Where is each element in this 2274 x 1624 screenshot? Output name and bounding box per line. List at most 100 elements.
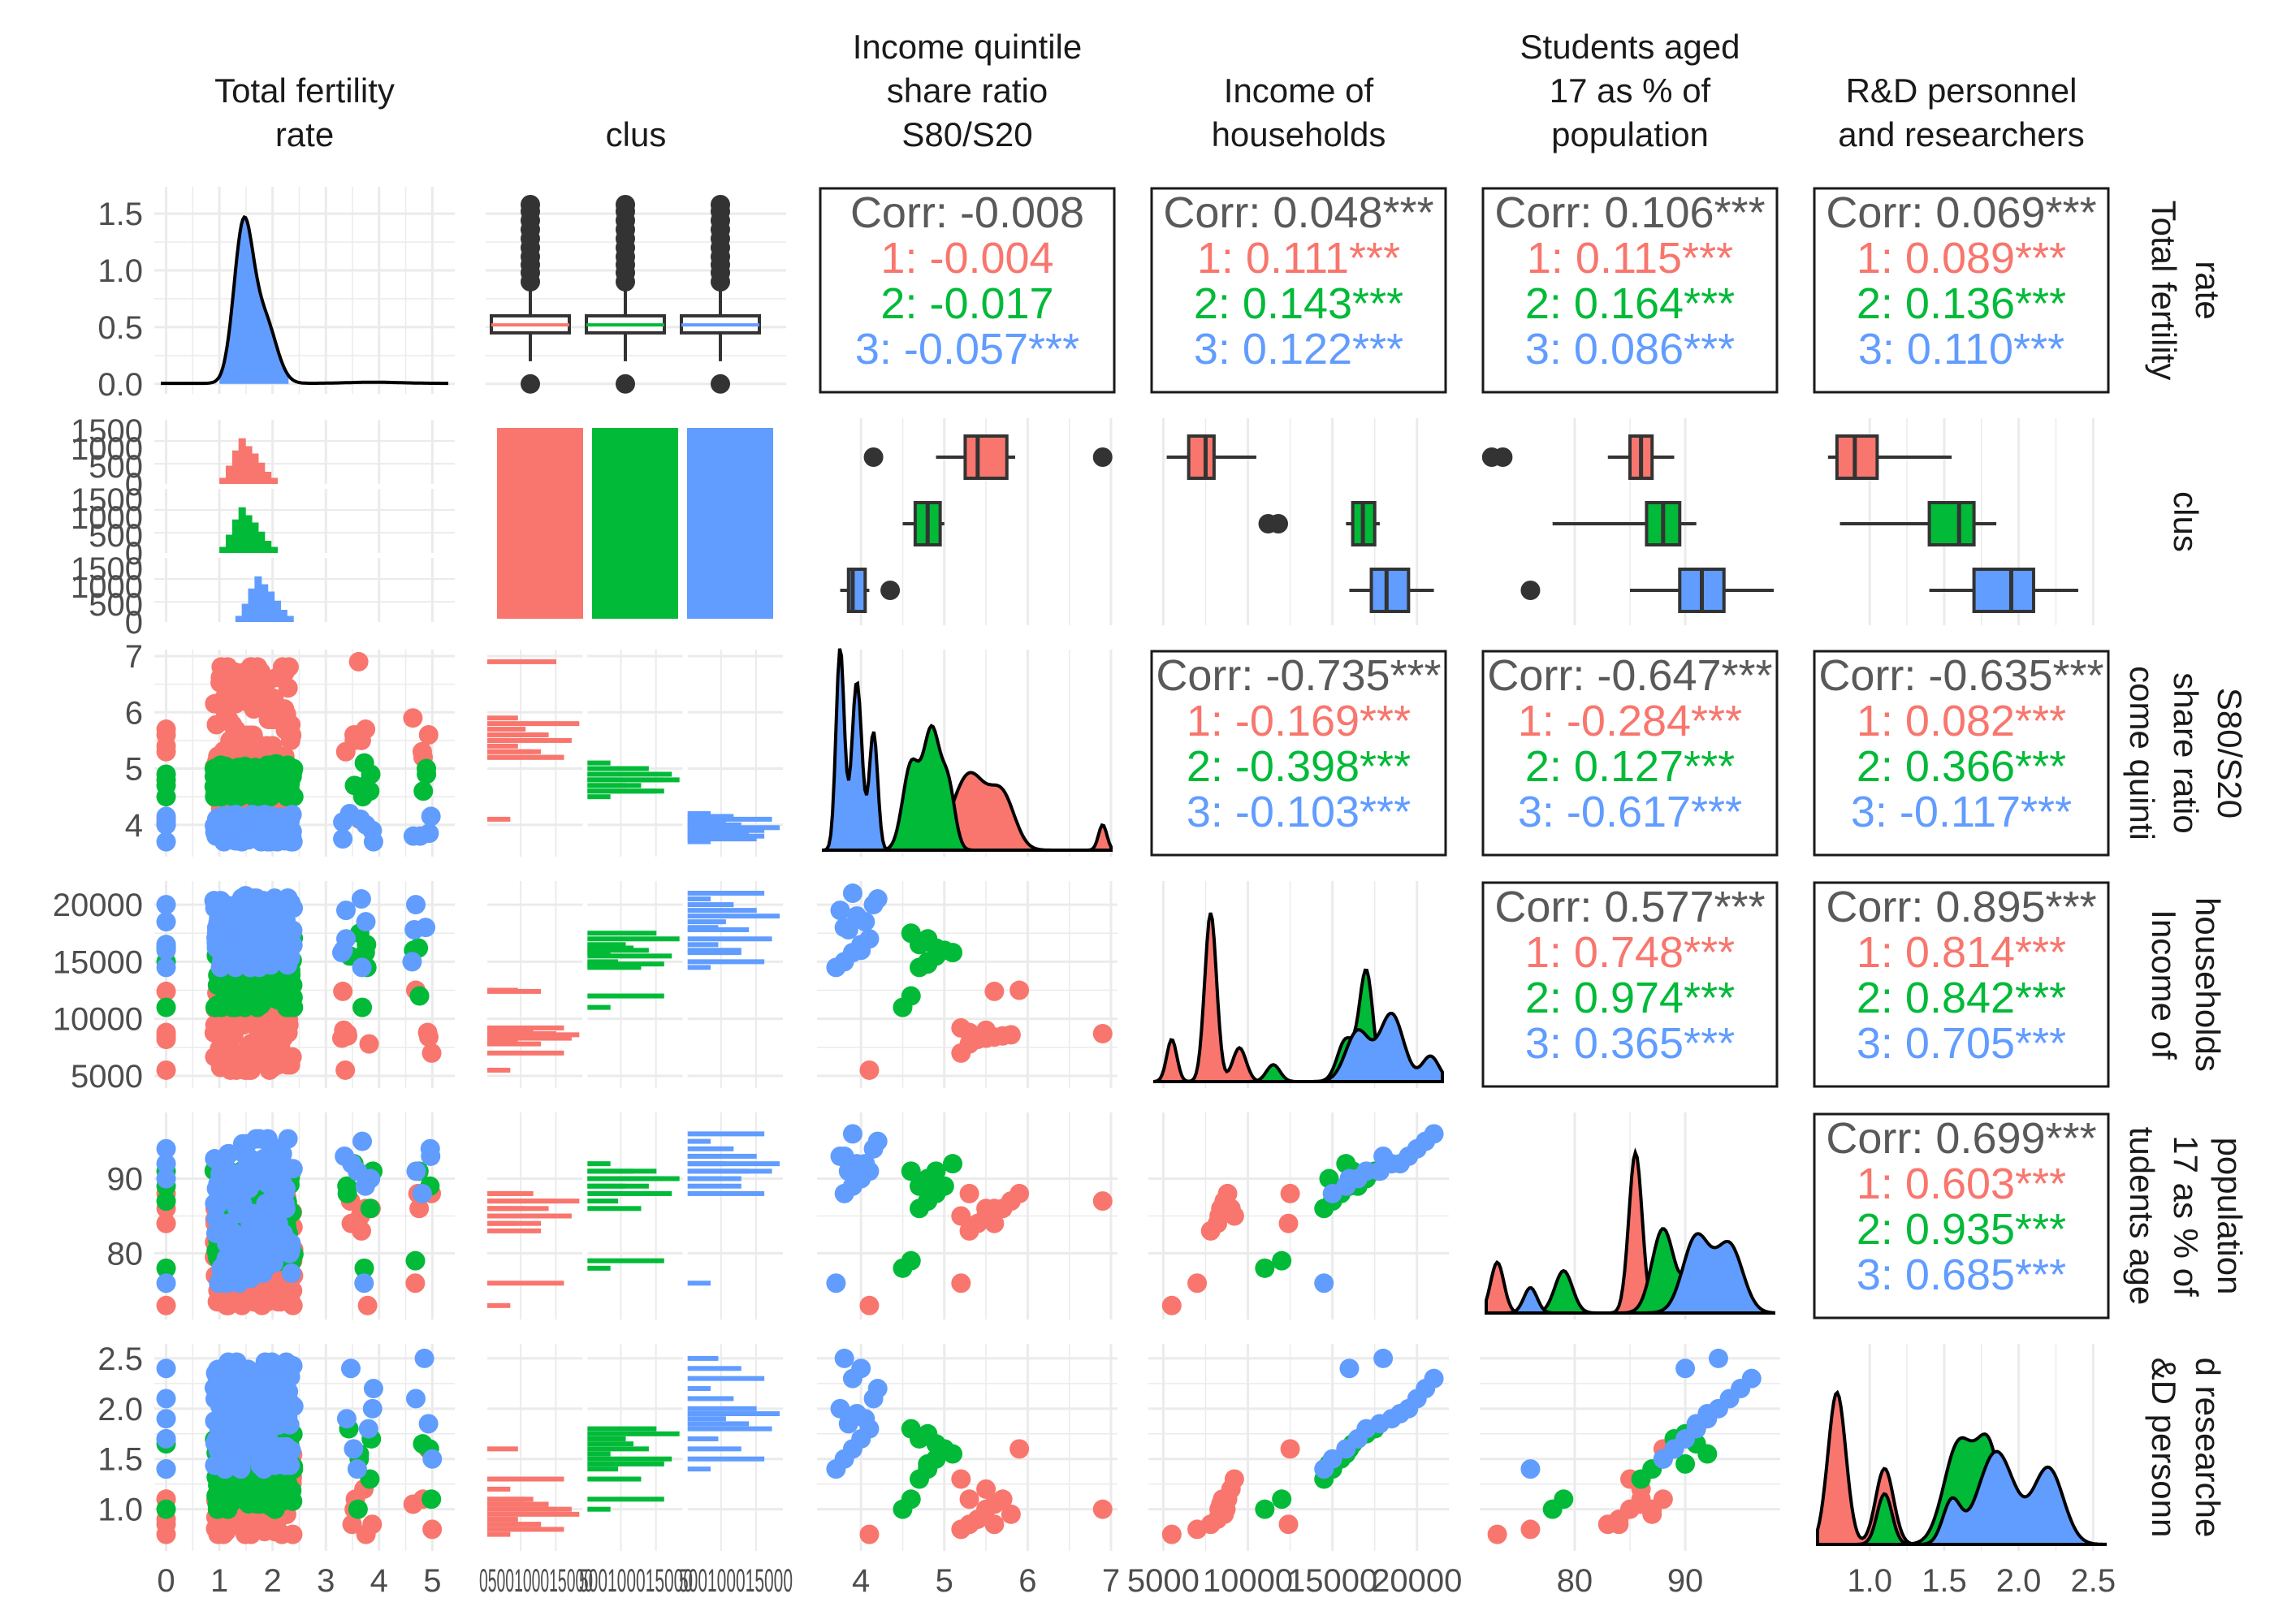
histogram-bar [687,1355,719,1361]
histogram-bar [487,1531,511,1537]
scatter-point-3 [830,1398,850,1419]
scatter-point-3 [224,815,244,836]
scatter-point-2 [156,764,176,784]
density-area-3 [219,217,289,384]
scatter-point-3 [225,957,245,978]
scatter-point-1 [219,1055,240,1075]
correlation-box [1481,881,1779,1088]
histogram-bar [587,1441,633,1447]
histogram-bar [587,1265,611,1271]
histogram-bar [687,1161,780,1167]
scatter-point-1 [1092,1499,1113,1519]
panel-grid-lines [154,881,455,1088]
y-tick-label: 5000 [71,1059,143,1095]
correlation-cluster-1: 1: -0.004 [880,234,1053,283]
correlation-panel: Corr: 0.106***1: 0.115***2: 0.164***3: 0… [1481,187,1779,394]
scatter-point-1 [1224,1206,1244,1226]
correlation-cluster-2: 2: 0.974*** [1525,974,1735,1022]
histogram-bar [687,1131,765,1137]
scatter-point-1 [359,1034,379,1054]
scatter-point-3 [218,1143,239,1164]
scatter-point-1 [1187,1273,1208,1294]
scatter-point-2 [360,1199,380,1219]
scatter-point-3 [231,1203,251,1224]
column-header: clus [606,115,667,153]
scatter-point-2 [156,1499,176,1519]
scatter-point-1 [231,1510,251,1531]
scatter-point-3 [333,829,353,849]
scatter-point-1 [333,981,353,1001]
scatter-point-3 [842,1124,862,1144]
histogram-bar [687,1421,750,1427]
scatter-point-1 [1009,1439,1030,1459]
histogram-bar [687,1281,711,1286]
scatter-point-3 [834,1348,854,1368]
y-tick-label: 500 [89,449,143,485]
scatter-point-2 [217,784,237,805]
scatter-point-1 [1278,1213,1299,1233]
histogram-bar [487,1506,556,1512]
correlation-cluster-2: 2: 0.127*** [1525,742,1735,791]
scatter-point-1 [156,1295,176,1315]
scatter-point-1 [1009,980,1030,1000]
facet-hhistogram-panel [487,1344,783,1551]
density-panel [1816,1389,2107,1546]
scatter-panel [156,1129,442,1315]
histogram-bar [687,1366,741,1371]
panel-background [154,1344,455,1551]
scatter-point-3 [281,1263,301,1283]
correlation-overall: Corr: 0.048*** [1163,188,1433,237]
facet-hhistogram-panel [487,650,783,857]
scatter-point-3 [867,889,888,909]
scatter-point-3 [156,957,176,978]
histogram-bar [487,1025,564,1030]
scatter-point-2 [156,1191,176,1212]
histogram-bar [687,833,765,839]
column-header: R&D personnel and researchers [1838,71,2085,153]
hboxplot-box [1972,568,2035,613]
correlation-cluster-2: 2: -0.017 [880,279,1053,328]
y-tick-label: 1.0 [97,1492,143,1528]
scatter-point-2 [1255,1499,1275,1519]
histogram-bar [248,588,256,622]
histogram-bar [231,519,240,553]
scatter-point-1 [951,1017,971,1038]
panel-grid-lines [1148,1344,1449,1551]
x-tick-label: 5000 [1127,1563,1200,1599]
y-tick-label: 500 [89,587,143,623]
histogram-bar [687,1176,741,1181]
scatter-point-3 [238,1359,258,1380]
column-header-line: Total fertility [214,71,395,110]
histogram-bar [487,1228,542,1233]
scatter-point-3 [851,1168,871,1189]
scatter-point-1 [1224,1469,1244,1489]
scatter-point-1 [984,1514,1005,1535]
hboxplot-box [1927,501,1976,546]
histogram-bar [587,788,657,794]
scatter-point-1 [281,715,301,735]
scatter-point-1 [275,662,295,682]
histogram-bar [587,1456,672,1462]
histogram-bar [587,1446,649,1452]
scatter-point-1 [214,672,234,693]
correlation-cluster-3: 3: 0.086*** [1525,325,1735,374]
scatter-point-1 [156,724,176,745]
correlation-overall: Corr: 0.895*** [1826,883,2096,931]
histogram-bar [219,546,227,553]
scatter-point-1 [417,1022,438,1043]
scatter-point-3 [405,1389,426,1409]
scatter-point-3 [275,1183,295,1203]
scatter-point-3 [254,1363,275,1384]
scatter-point-3 [271,1444,292,1464]
histogram-bar [487,1511,580,1517]
correlation-box [1813,881,2110,1088]
y-tick-label: 1500 [71,551,143,587]
scatter-point-3 [1322,1449,1342,1469]
scatter-point-2 [354,753,374,773]
correlation-cluster-1: 1: 0.115*** [1527,234,1733,283]
scatter-point-1 [951,1273,971,1294]
y-tick-label: 5 [125,752,143,788]
y-tick-label: 1000 [71,500,143,536]
column-header-line: Income of [1224,71,1374,110]
